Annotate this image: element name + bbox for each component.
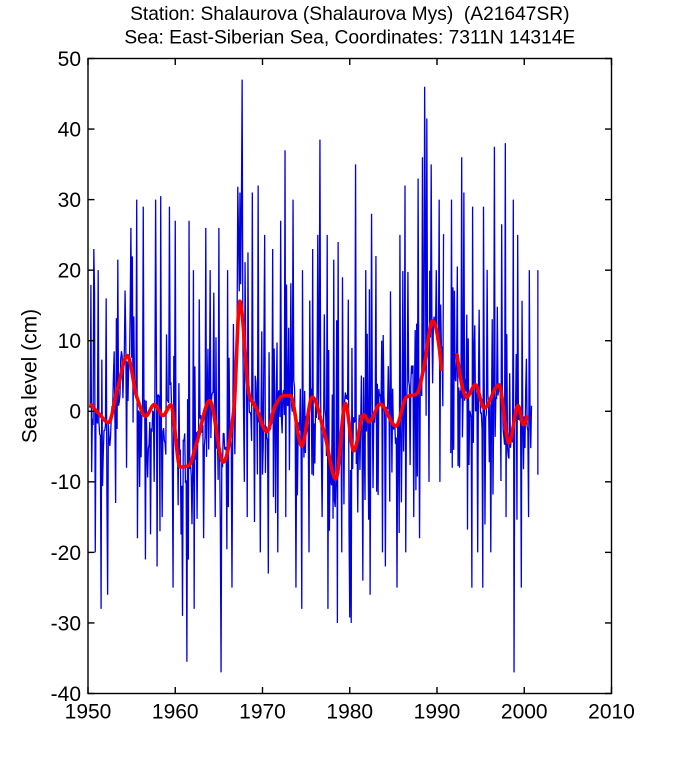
svg-text:Sea: East-Siberian Sea, Coordi: Sea: East-Siberian Sea, Coordinates: 731… [124, 27, 575, 48]
svg-text:Station: Shalaurova (Shalaurov: Station: Shalaurova (Shalaurova Mys) (A2… [130, 4, 569, 25]
svg-text:1990: 1990 [414, 700, 461, 723]
svg-text:1950: 1950 [65, 700, 112, 723]
svg-text:-10: -10 [51, 471, 81, 494]
svg-text:20: 20 [58, 260, 81, 283]
svg-text:-20: -20 [51, 542, 81, 565]
svg-text:-30: -30 [51, 612, 81, 635]
svg-text:1980: 1980 [326, 700, 373, 723]
svg-text:0: 0 [69, 401, 81, 424]
svg-text:2010: 2010 [588, 700, 635, 723]
svg-text:-40: -40 [51, 683, 81, 706]
svg-text:1970: 1970 [239, 700, 286, 723]
svg-text:2000: 2000 [501, 700, 548, 723]
svg-text:30: 30 [58, 189, 81, 212]
svg-text:40: 40 [58, 118, 81, 141]
svg-text:Sea level (cm): Sea level (cm) [19, 309, 42, 443]
svg-text:10: 10 [58, 330, 81, 353]
svg-text:50: 50 [58, 48, 81, 71]
svg-text:1960: 1960 [152, 700, 199, 723]
